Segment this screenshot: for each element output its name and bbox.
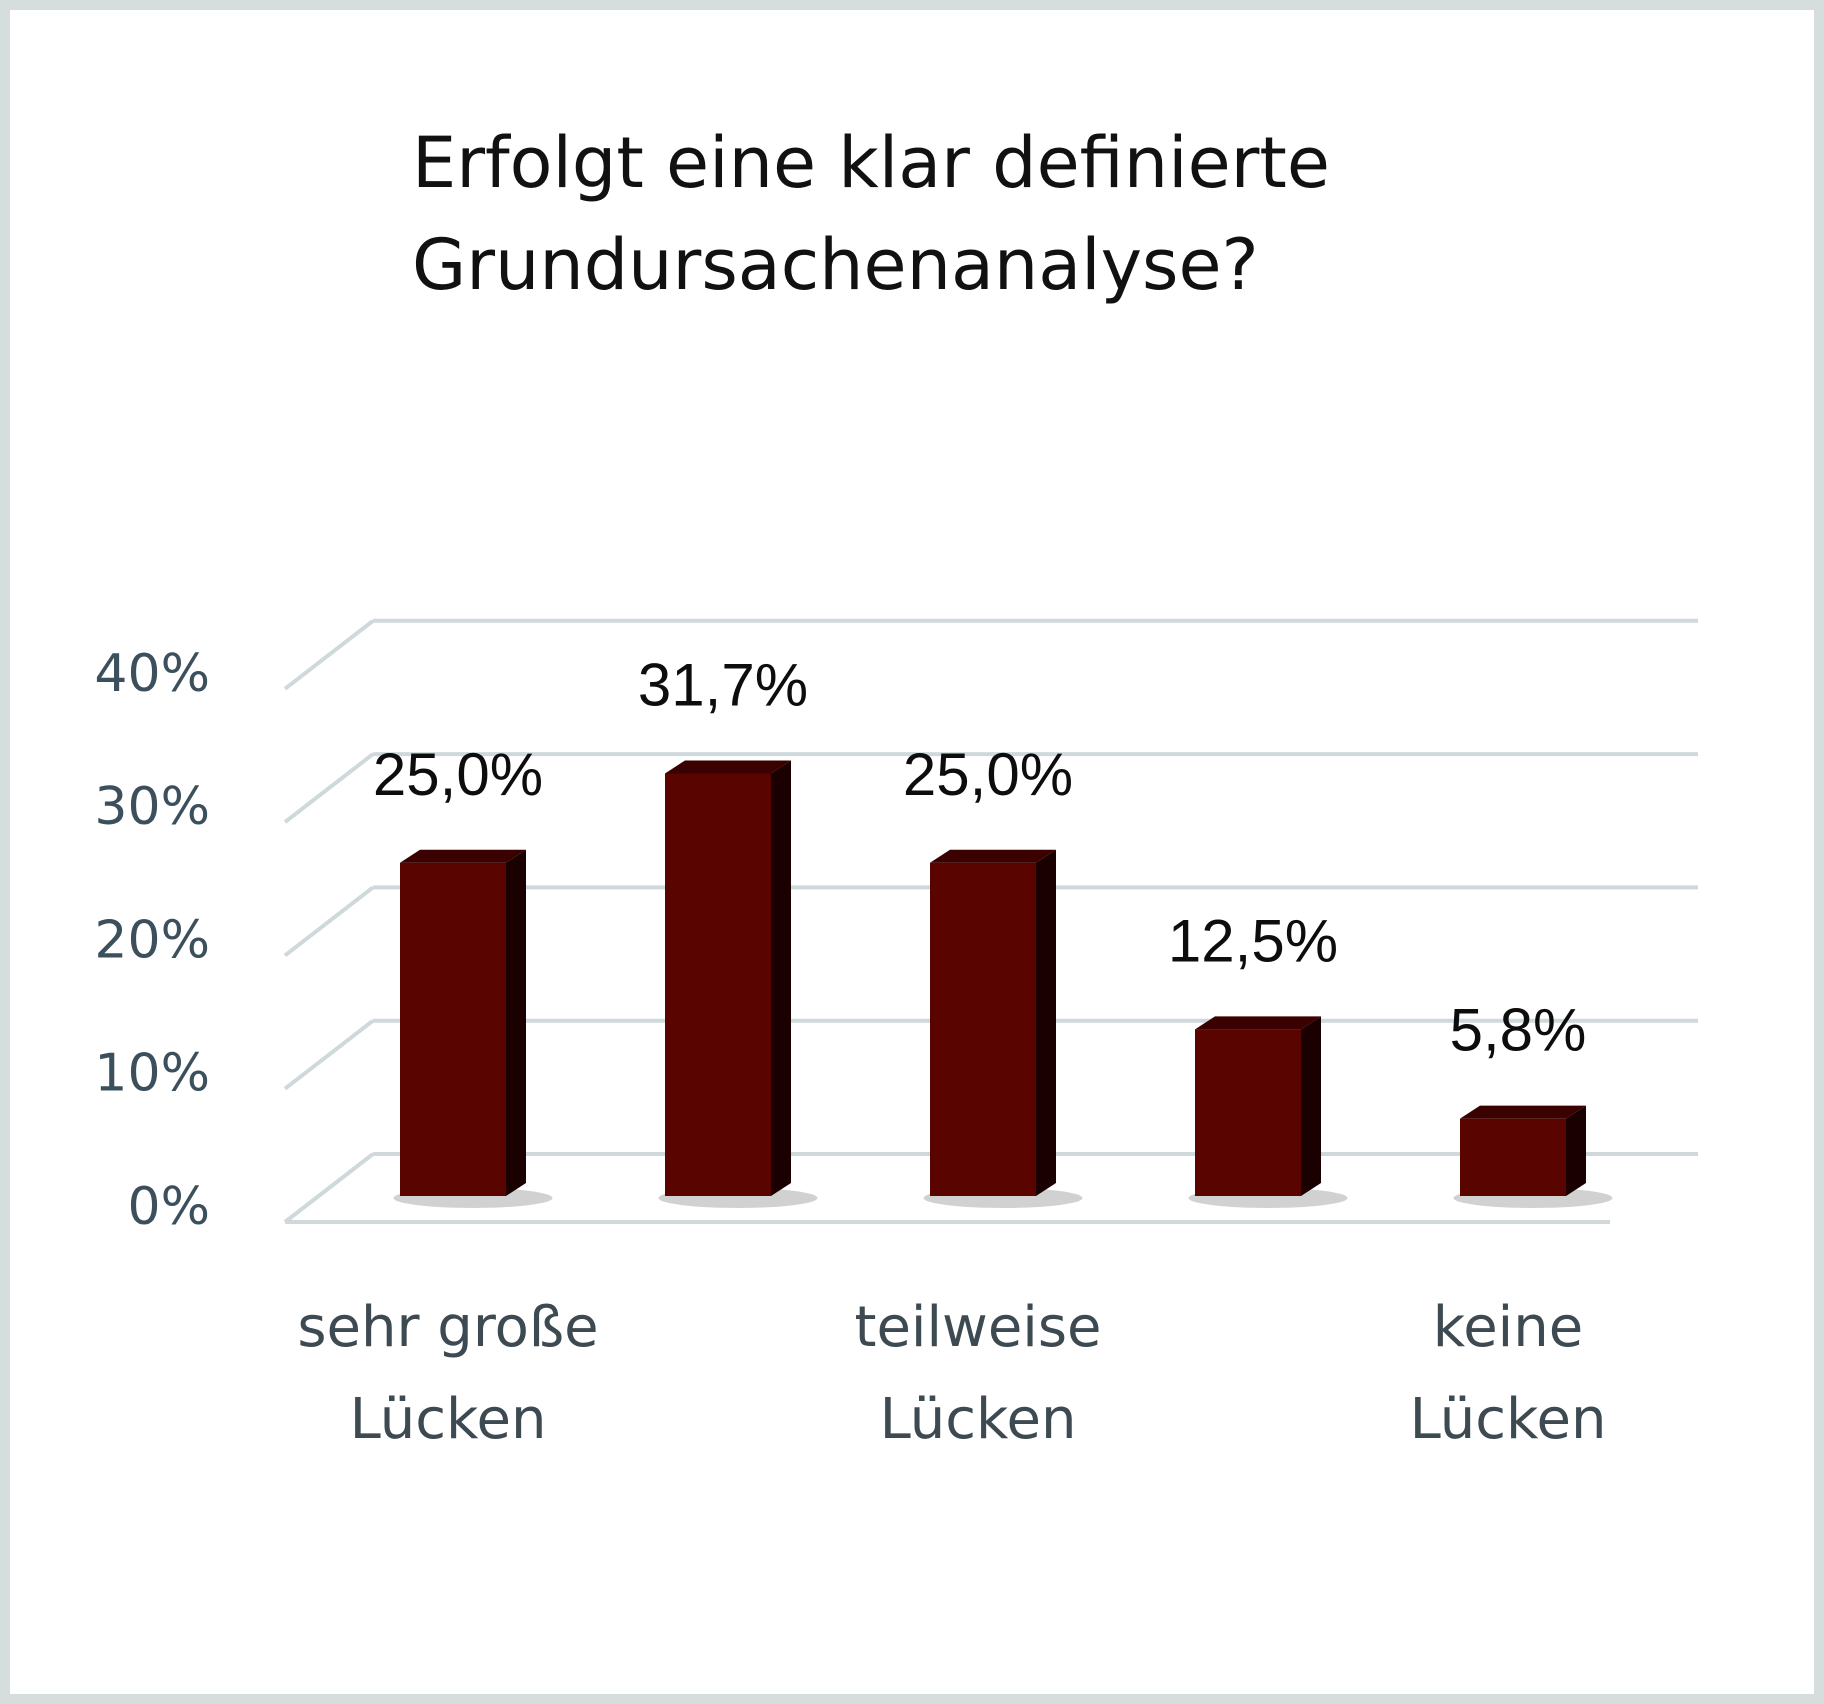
category-label-0-line-1: sehr große <box>297 1295 598 1360</box>
gridline-depth-10 <box>283 1019 375 1091</box>
bar-top-1 <box>665 760 791 774</box>
y-tick-label-30: 30% <box>94 777 210 837</box>
bar-top-3 <box>1195 1016 1321 1030</box>
bar-front-3 <box>1195 1029 1301 1196</box>
gridline-depth-0 <box>283 1152 375 1224</box>
bar-front-2 <box>930 862 1036 1196</box>
bar-side-0 <box>506 849 526 1196</box>
y-tick-label-10: 10% <box>94 1044 210 1104</box>
category-label-4-line-2: Lücken <box>1410 1387 1607 1452</box>
category-label-4-line-1: keine <box>1433 1295 1583 1360</box>
y-tick-label-0: 0% <box>128 1177 211 1237</box>
bar-top-4 <box>1460 1105 1586 1119</box>
category-label-2-line-2: Lücken <box>880 1387 1077 1452</box>
bar-side-1 <box>771 760 791 1196</box>
chart-title: Erfolgt eine klar definierte Grundursach… <box>412 112 1512 316</box>
category-label-2-line-1: teilweise <box>855 1295 1102 1360</box>
bar-front-1 <box>665 773 771 1196</box>
bar-top-2 <box>930 849 1056 863</box>
bar-side-3 <box>1301 1016 1321 1196</box>
category-label-0-line-2: Lücken <box>350 1387 547 1452</box>
bar-top-0 <box>400 849 526 863</box>
bar-front-0 <box>400 862 506 1196</box>
value-label-4: 5,8% <box>1450 997 1587 1064</box>
bar-front-4 <box>1460 1118 1566 1196</box>
y-tick-label-40: 40% <box>94 644 210 704</box>
value-label-3: 12,5% <box>1168 907 1338 974</box>
chart-title-line-2: Grundursachenanalyse? <box>412 224 1259 306</box>
value-label-0: 25,0% <box>373 741 543 808</box>
bar-side-4 <box>1566 1105 1586 1196</box>
value-label-1: 31,7% <box>638 651 808 718</box>
y-tick-label-20: 20% <box>94 910 210 970</box>
gridline-depth-40 <box>283 619 375 691</box>
bar-side-2 <box>1036 849 1056 1196</box>
value-label-2: 25,0% <box>903 741 1073 808</box>
gridline-depth-30 <box>283 752 375 824</box>
gridline-depth-20 <box>283 885 375 957</box>
chart-title-line-1: Erfolgt eine klar definierte <box>412 122 1330 204</box>
